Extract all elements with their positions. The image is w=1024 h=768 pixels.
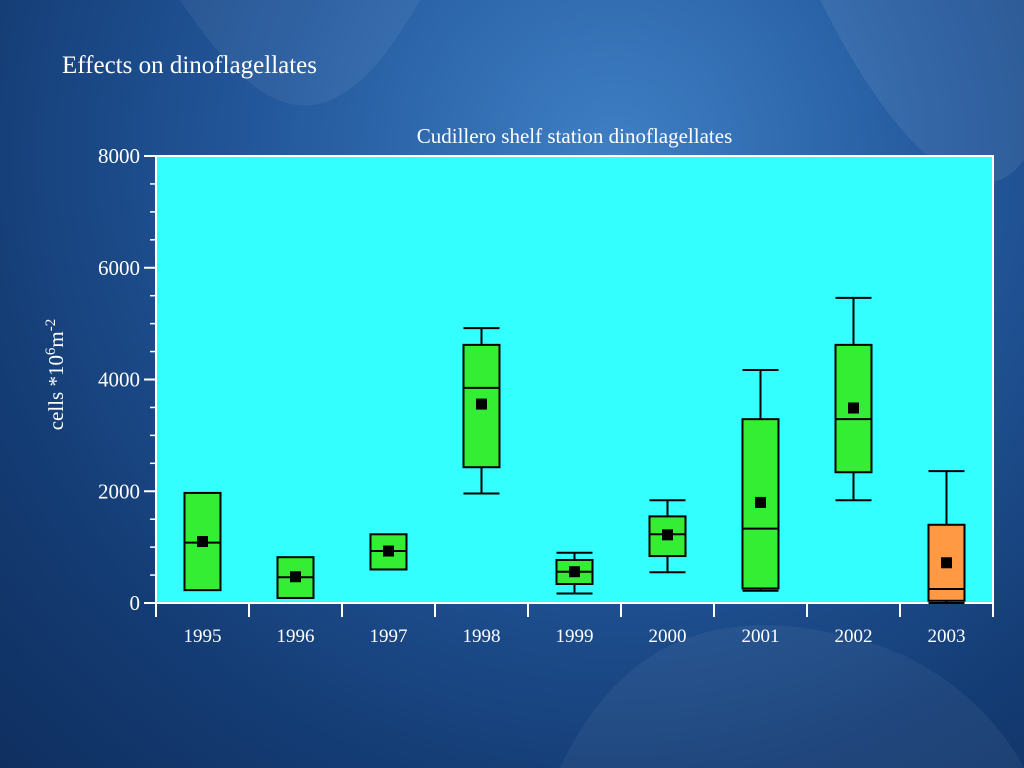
box-1996 bbox=[276, 556, 315, 599]
box-2003 bbox=[927, 470, 966, 604]
y-tick-label: 2000 bbox=[98, 479, 140, 503]
x-tick-label: 1997 bbox=[370, 626, 408, 647]
y-tick-label: 4000 bbox=[98, 368, 140, 392]
x-tick-label: 1996 bbox=[277, 626, 315, 647]
box-1998 bbox=[462, 327, 501, 495]
x-tick-label: 2003 bbox=[928, 626, 966, 647]
x-tick-label: 1995 bbox=[184, 626, 222, 647]
mean-marker bbox=[755, 496, 766, 508]
y-axis-label-main: cells *10 bbox=[44, 355, 68, 430]
box-1995 bbox=[183, 491, 222, 592]
mean-marker bbox=[476, 398, 487, 410]
box-iqr bbox=[648, 515, 687, 558]
chart-title: Cudillero shelf station dinoflagellates bbox=[417, 124, 733, 148]
y-axis-label: cells *106m-2 bbox=[43, 319, 68, 431]
x-tick-label: 2001 bbox=[742, 626, 780, 647]
mean-marker bbox=[290, 571, 301, 583]
y-tick-label: 0 bbox=[130, 591, 141, 615]
slide-title: Effects on dinoflagellates bbox=[62, 52, 318, 79]
mean-marker bbox=[848, 402, 859, 414]
x-tick-label: 2002 bbox=[835, 626, 873, 647]
mean-marker bbox=[569, 566, 580, 578]
x-tick-label: 2000 bbox=[649, 626, 687, 647]
y-axis-label-exponent-1: 6 bbox=[43, 347, 59, 355]
y-tick-label: 6000 bbox=[98, 256, 140, 280]
axes: 0 2000 4000 6000 8000 1995 1996 1997 1998 1999 200… bbox=[98, 144, 994, 647]
mean-marker bbox=[383, 545, 394, 557]
box-2002 bbox=[834, 296, 873, 502]
mean-marker bbox=[941, 557, 952, 569]
mean-marker bbox=[197, 536, 208, 548]
box-1999 bbox=[555, 551, 594, 595]
box-2001 bbox=[741, 369, 780, 592]
y-axis-label-exponent-2: -2 bbox=[43, 319, 59, 332]
box-series bbox=[183, 296, 966, 604]
x-tick-label: 1999 bbox=[556, 626, 594, 647]
y-axis-label-unit: m bbox=[44, 331, 68, 347]
y-tick-label: 8000 bbox=[98, 144, 140, 168]
x-tick-label: 1998 bbox=[463, 626, 501, 647]
box-2000 bbox=[648, 499, 687, 574]
box-1997 bbox=[369, 533, 408, 571]
mean-marker bbox=[662, 529, 673, 541]
